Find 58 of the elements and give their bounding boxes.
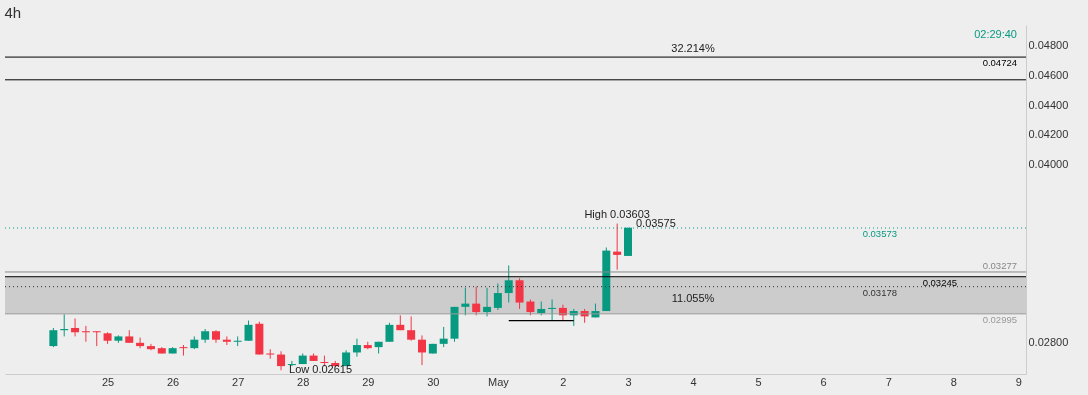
candlestick [81, 325, 90, 343]
chart-title: 4h [4, 4, 22, 21]
candlestick [49, 327, 58, 348]
candlestick [136, 337, 145, 349]
ref-line-label: 0.03245 [922, 276, 957, 288]
x-tick-label: 8 [950, 375, 957, 388]
y-tick-label: 0.04800 [1028, 39, 1069, 52]
candlestick [548, 298, 557, 322]
y-tick-label: 0.04400 [1028, 98, 1069, 111]
candlestick [515, 277, 524, 310]
annotation: High 0.03603 [584, 207, 650, 220]
ref-line-label: 0.03573 [862, 228, 897, 240]
annotation: 11.055% [671, 291, 715, 304]
x-tick-label: 4 [690, 375, 697, 388]
y-tick-label: 0.04000 [1028, 158, 1069, 171]
ref-line-label: 0.03277 [982, 259, 1017, 271]
ref-line-label: 0.04724 [982, 57, 1017, 69]
candlestick [461, 287, 470, 316]
candlestick [277, 350, 286, 371]
x-tick-label: 26 [167, 375, 180, 388]
y-tick-label: 0.04200 [1028, 128, 1069, 141]
x-tick-label: 30 [427, 375, 440, 388]
y-tick-label: 0.04600 [1028, 68, 1069, 81]
x-tick-label: 29 [362, 375, 375, 388]
ref-line-label: 0.02995 [982, 313, 1017, 325]
candlestick [146, 343, 155, 351]
annotation: Low 0.02615 [289, 363, 353, 376]
candlestick [493, 282, 502, 311]
x-tick-label: 7 [885, 375, 892, 388]
candlestick [504, 264, 513, 304]
candlestick [352, 338, 361, 358]
x-tick-label: 25 [101, 375, 115, 388]
candlestick [287, 360, 296, 367]
candlestick [472, 286, 481, 316]
x-tick-label: 28 [297, 375, 310, 388]
candlestick [233, 335, 242, 347]
annotation: 02:29:40 [974, 28, 1017, 40]
candlestick [385, 322, 394, 343]
ref-line-label: 0.03178 [862, 286, 897, 298]
candlestick [179, 344, 188, 357]
x-tick-label: 6 [820, 375, 827, 388]
candlestick [439, 326, 448, 348]
candlestick [71, 317, 80, 337]
candlestick [613, 223, 622, 271]
x-tick-label: 9 [1015, 375, 1022, 388]
y-tick-label: 0.02800 [1028, 336, 1069, 349]
candlestick [266, 348, 275, 360]
candlestick [244, 320, 253, 342]
x-tick-label: 3 [625, 375, 632, 388]
x-tick-label: May [487, 375, 510, 388]
x-tick-label: 27 [232, 375, 245, 388]
candlestick [483, 287, 492, 317]
x-tick-label: 2 [560, 375, 567, 388]
candlestick [407, 315, 416, 342]
candlestick [92, 330, 101, 347]
annotation: 32.214% [671, 42, 715, 55]
x-tick-label: 5 [755, 375, 762, 388]
candlestick [417, 334, 426, 366]
